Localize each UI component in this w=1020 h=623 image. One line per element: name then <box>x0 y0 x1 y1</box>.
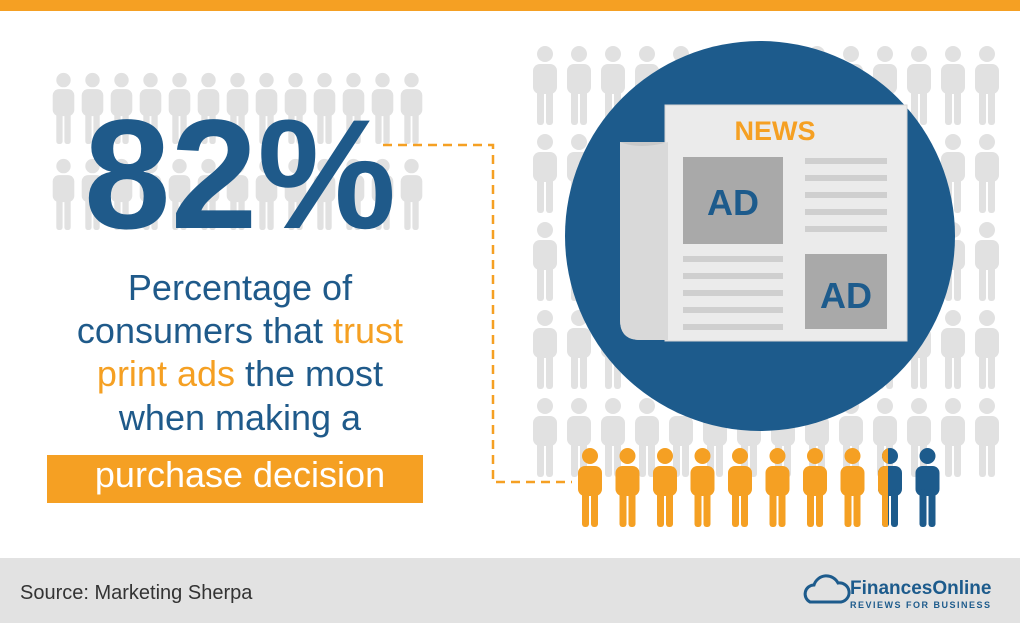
description-segment: trust <box>333 310 403 351</box>
logo-name: FinancesOnline <box>850 578 991 599</box>
logo-icon <box>803 574 851 604</box>
stat: 82% <box>84 88 396 262</box>
description-segment: the most <box>235 353 383 394</box>
description-line: when making a <box>118 397 362 438</box>
description-line: purchase decision <box>95 454 385 495</box>
ad-label: AD <box>707 182 759 223</box>
ad-label: AD <box>820 275 872 316</box>
description-segment: when making a <box>118 397 362 438</box>
description-line: Percentage of <box>128 267 353 308</box>
highlight-box <box>47 455 423 503</box>
logo-tagline: REVIEWS FOR BUSINESS <box>850 600 992 610</box>
newspaper <box>620 104 908 342</box>
description-segment: Percentage of <box>128 267 353 308</box>
top-bar <box>0 0 1020 11</box>
description-segment: consumers that <box>77 310 333 351</box>
description-segment: print ads <box>97 353 235 394</box>
description-line: consumers that trust <box>77 310 403 351</box>
connector <box>383 143 572 484</box>
source: Source: Marketing Sherpa <box>20 582 253 604</box>
description-segment: purchase decision <box>95 454 385 495</box>
description-line: print ads the most <box>97 353 383 394</box>
news-heading: NEWS <box>735 116 816 146</box>
